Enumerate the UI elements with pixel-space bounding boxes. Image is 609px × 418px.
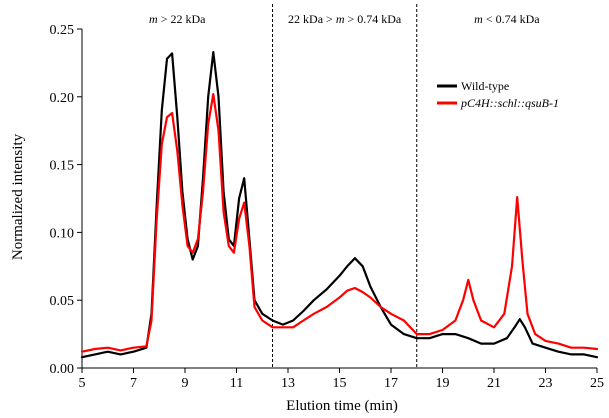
series-line-mutant bbox=[80, 92, 599, 353]
series-line-wild-type bbox=[80, 50, 599, 359]
region-labels: m > 22 kDa 22 kDa > m > 0.74 kDa m < 0.74 … bbox=[149, 12, 540, 26]
x-tick-label: 15 bbox=[333, 376, 347, 391]
y-tick-label: 0.05 bbox=[50, 294, 75, 309]
region-dividers bbox=[272, 4, 418, 368]
y-tick-label: 0.10 bbox=[50, 226, 75, 241]
x-tick-label: 13 bbox=[281, 376, 295, 391]
x-tick-label: 21 bbox=[487, 376, 501, 391]
legend-label: Wild-type bbox=[461, 79, 509, 93]
y-tick-label: 0.15 bbox=[50, 159, 75, 174]
region-label: m < 0.74 kDa bbox=[474, 12, 540, 26]
plot-frame bbox=[81, 29, 597, 369]
x-tick-label: 5 bbox=[79, 376, 86, 391]
x-tick-label: 17 bbox=[384, 376, 398, 391]
x-tick-label: 19 bbox=[436, 376, 450, 391]
y-axis-title: Normalized intensity bbox=[10, 133, 26, 260]
legend-label: pC4H::schl::qsuB-1 bbox=[460, 96, 559, 110]
x-tick-label: 9 bbox=[182, 376, 189, 391]
region-label: m > 22 kDa bbox=[149, 12, 206, 26]
x-axis-title: Elution time (min) bbox=[286, 398, 398, 414]
y-tick-label: 0.25 bbox=[50, 23, 75, 38]
x-tick-label: 25 bbox=[590, 376, 604, 391]
x-axis: 5 7 9 11 13 15 17 19 21 23 25 bbox=[79, 368, 604, 391]
y-tick-label: 0.00 bbox=[50, 362, 75, 377]
x-tick-label: 11 bbox=[230, 376, 243, 391]
x-tick-label: 7 bbox=[130, 376, 137, 391]
x-tick-label: 23 bbox=[539, 376, 553, 391]
y-axis: 0.00 0.05 0.10 0.15 0.20 0.25 bbox=[50, 23, 82, 377]
region-label: 22 kDa > m > 0.74 kDa bbox=[288, 12, 402, 26]
y-tick-label: 0.20 bbox=[50, 91, 75, 106]
series-lines bbox=[80, 50, 599, 359]
